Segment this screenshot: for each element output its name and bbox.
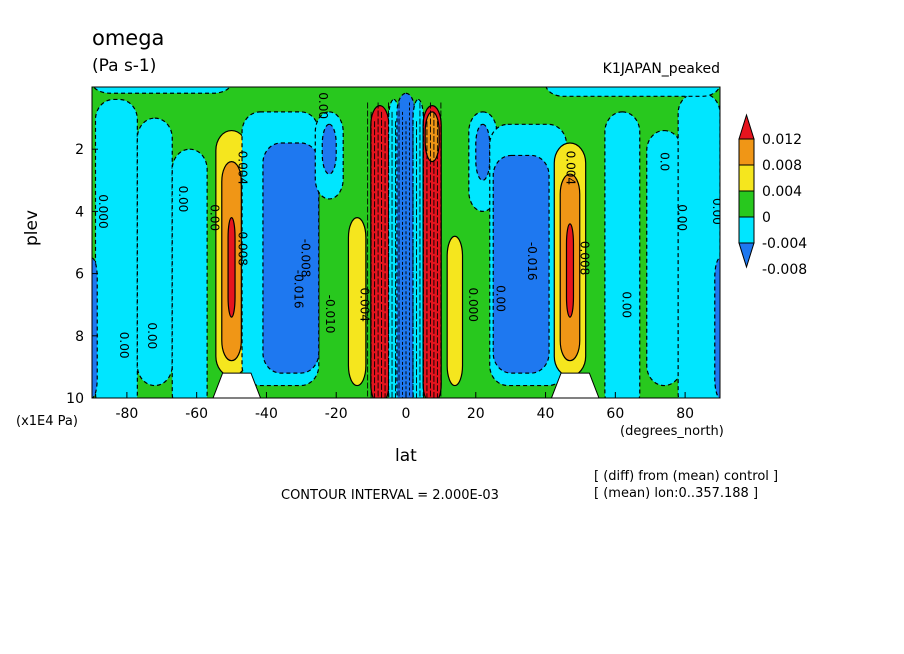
field-contours bbox=[92, 87, 720, 398]
colorbar-label: 0.012 bbox=[762, 132, 802, 148]
contour-region-12 bbox=[370, 105, 390, 398]
contour-region-15 bbox=[412, 98, 425, 398]
contour-label: -0.010 bbox=[323, 295, 337, 334]
contour-region-22 bbox=[492, 154, 550, 374]
x-tick-label: -20 bbox=[325, 406, 348, 422]
axes: -80 -60 -40 -20 0 20 40 60 80 2 4 6 8 10 bbox=[66, 142, 694, 422]
chart-title: omega bbox=[92, 26, 165, 50]
topography-mask-1 bbox=[550, 372, 600, 398]
x-tick-label: -60 bbox=[185, 406, 208, 422]
contour-label: 0.00 bbox=[117, 332, 131, 359]
contour-label: 0.00 bbox=[675, 204, 689, 231]
contour-region-6 bbox=[227, 217, 236, 318]
diff-note: [ (diff) from (mean) control ] bbox=[594, 469, 779, 484]
contour-region-10 bbox=[321, 123, 337, 175]
contour-label: 0.00 bbox=[208, 204, 222, 231]
colorbar-cell-yellow bbox=[738, 164, 755, 192]
topography-mask-0 bbox=[212, 372, 262, 398]
contour-region-20 bbox=[475, 123, 491, 181]
y-tick-label: 2 bbox=[75, 142, 84, 158]
contour-label: 0.008 bbox=[577, 241, 591, 275]
contour-region-11 bbox=[347, 217, 367, 387]
x-tick-label: -80 bbox=[115, 406, 138, 422]
contour-label: 0.00 bbox=[619, 291, 633, 318]
x-tick-label: 40 bbox=[537, 406, 555, 422]
colorbar: 0.012 0.008 0.004 0 -0.004 -0.008 bbox=[738, 113, 807, 278]
colorbar-label: 0 bbox=[762, 210, 771, 226]
colorbar-cell-blue bbox=[738, 242, 755, 269]
contour-label: 0.000 bbox=[466, 288, 480, 322]
x-axis-units: (degrees_north) bbox=[620, 424, 724, 439]
contour-label: 0.008 bbox=[236, 232, 250, 266]
contour-region-31 bbox=[92, 87, 231, 94]
y-axis-scale-label: (x1E4 Pa) bbox=[16, 414, 78, 429]
contour-label: -0.016 bbox=[525, 242, 539, 281]
contour-region-17 bbox=[424, 111, 440, 163]
contour-region-0 bbox=[94, 98, 138, 398]
contour-label: 0.004 bbox=[563, 151, 577, 185]
x-tick-label: 20 bbox=[467, 406, 485, 422]
contour-label: 0.0 bbox=[658, 152, 672, 171]
colorbar-label: 0.004 bbox=[762, 184, 802, 200]
colorbar-label: 0.008 bbox=[762, 158, 802, 174]
contour-region-28 bbox=[677, 92, 720, 398]
contour-interval: CONTOUR INTERVAL = 2.000E-03 bbox=[281, 488, 499, 503]
y-tick-label: 10 bbox=[66, 391, 84, 407]
contour-region-2 bbox=[171, 148, 208, 398]
y-tick-label: 8 bbox=[75, 329, 84, 345]
contour-region-8 bbox=[262, 142, 320, 374]
contour-label: 0.004 bbox=[236, 151, 250, 185]
mean-note: [ (mean) lon:0..357.188 ] bbox=[594, 486, 759, 501]
contour-label: 0.00 bbox=[145, 322, 159, 349]
x-tick-label: 60 bbox=[606, 406, 624, 422]
colorbar-cell-orange bbox=[738, 138, 755, 166]
colorbar-cell-cyan bbox=[738, 216, 755, 244]
contour-label: -0.016 bbox=[291, 270, 305, 309]
contour-label: 0.00 bbox=[316, 92, 330, 119]
x-tick-label: -40 bbox=[255, 406, 278, 422]
contour-region-30 bbox=[545, 87, 720, 97]
contour-region-26 bbox=[604, 111, 641, 398]
run-name: K1JAPAN_peaked bbox=[602, 61, 720, 77]
contour-label: 0.000 bbox=[96, 194, 110, 228]
colorbar-label: -0.004 bbox=[762, 236, 807, 252]
x-axis-label: lat bbox=[395, 446, 417, 466]
x-tick-label: 0 bbox=[402, 406, 411, 422]
contour-label: 0.00 bbox=[710, 198, 724, 225]
contour-label: -0.008 bbox=[298, 239, 312, 278]
contour-label: 0.00 bbox=[494, 285, 508, 312]
chart-units: (Pa s-1) bbox=[92, 56, 157, 76]
contour-label: 0.00 bbox=[176, 186, 190, 213]
contour-region-18 bbox=[446, 235, 464, 387]
y-tick-label: 6 bbox=[75, 267, 84, 283]
contour-region-25 bbox=[565, 223, 575, 318]
colorbar-label: -0.008 bbox=[762, 262, 807, 278]
x-tick-label: 80 bbox=[676, 406, 694, 422]
contour-label: 0.004 bbox=[358, 288, 372, 322]
colorbar-cell-green bbox=[738, 190, 755, 218]
colorbar-cell-red bbox=[738, 113, 755, 140]
y-tick-label: 4 bbox=[75, 204, 84, 220]
